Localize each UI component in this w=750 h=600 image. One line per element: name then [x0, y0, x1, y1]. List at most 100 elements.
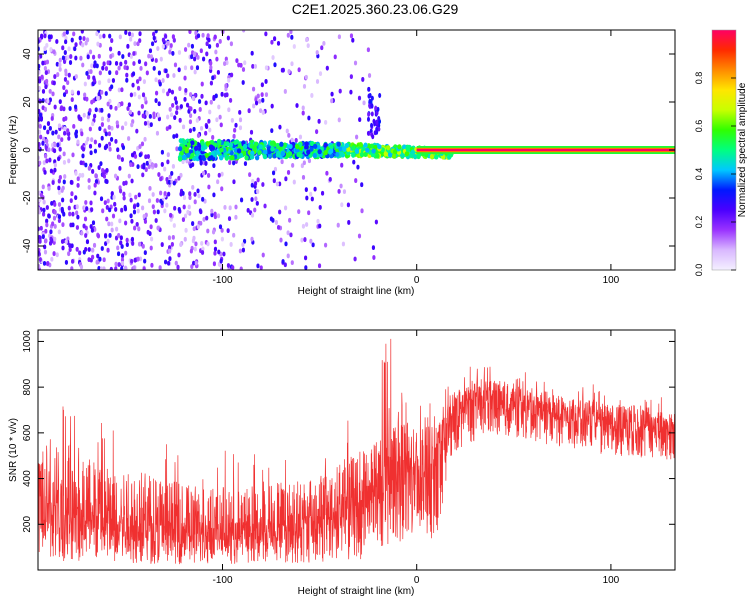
spectrogram-cell	[122, 181, 126, 186]
spectrogram-cell	[143, 120, 148, 126]
spectrogram-cell	[201, 196, 205, 202]
spectrogram-cell	[256, 189, 260, 194]
spectrogram-cell	[261, 97, 265, 103]
spectrogram-cell	[366, 130, 370, 136]
spectrogram-cell	[161, 37, 166, 43]
spectrogram-cell	[89, 150, 93, 156]
spectrogram-cell	[38, 160, 42, 166]
spectrogram-cell	[181, 217, 186, 223]
spectrogram-cell	[323, 142, 328, 148]
spectrogram-cell	[52, 251, 56, 256]
spectrogram-cell	[70, 97, 74, 103]
spectrogram-cell	[258, 108, 263, 114]
spectrogram-cell	[156, 209, 160, 215]
spectrogram-cell	[64, 260, 69, 265]
spectrogram-cell	[283, 205, 288, 211]
spectrogram-cell	[179, 191, 183, 197]
spectrogram-cell	[85, 70, 89, 76]
spectrogram-cell	[135, 79, 140, 84]
spectrogram-cell	[258, 144, 263, 150]
spectrogram-xlabel: Height of straight line (km)	[298, 286, 415, 297]
spectrogram-cell	[113, 201, 117, 207]
spectrogram-cell	[142, 162, 146, 168]
spectrogram-cell	[109, 137, 114, 142]
spectrogram-cell	[138, 256, 143, 262]
spectrogram-cell	[278, 124, 282, 130]
spectrogram-cell	[300, 163, 304, 169]
spectrogram-cell	[207, 173, 211, 178]
spectrogram-cell	[38, 108, 41, 114]
spectrogram-cell	[90, 207, 94, 213]
spectrogram-cell	[44, 238, 48, 244]
spectrogram-cell	[117, 87, 121, 93]
spectrogram-cell	[107, 78, 111, 84]
spectrogram-cell	[201, 155, 206, 161]
spectrogram-cell	[315, 50, 319, 55]
spectrogram-cell	[126, 106, 130, 111]
spectrogram-cell	[336, 222, 340, 228]
spectrogram-cell	[70, 266, 74, 270]
spectrogram-cell	[189, 248, 193, 254]
spectrogram-cell	[160, 149, 165, 155]
spectrogram-cell	[174, 260, 178, 266]
spectrogram-cell	[109, 46, 113, 52]
spectrogram-cell	[347, 220, 351, 225]
spectrogram-cell	[107, 113, 111, 118]
spectrogram-cell	[181, 159, 185, 165]
spectrogram-cell	[263, 203, 267, 209]
spectrogram-cell	[309, 140, 315, 147]
spectrogram-cell	[88, 126, 92, 132]
spectrogram-cell	[275, 142, 280, 149]
spectrogram-cell	[226, 263, 231, 268]
spectrogram-cell	[38, 123, 42, 129]
spectrogram-cell	[106, 247, 110, 253]
spectrogram-cell	[273, 166, 278, 172]
spectrogram-cell	[177, 156, 183, 162]
spectrogram-cell	[177, 207, 181, 212]
spectrogram-cell	[68, 106, 72, 111]
spectrogram-cell	[154, 98, 158, 103]
spectrogram-cell	[119, 235, 123, 241]
spectrogram-cell	[107, 125, 111, 130]
spectrogram-cell	[58, 66, 62, 72]
spectrogram-cell	[375, 153, 380, 159]
spectrogram-cell	[40, 74, 44, 80]
spectrogram-cell	[283, 262, 287, 268]
spectrogram-cell	[47, 147, 51, 153]
spectrogram-cell	[105, 205, 109, 210]
spectrogram-cell	[155, 130, 160, 136]
spectrogram-cell	[93, 148, 98, 154]
spectrogram-cell	[279, 141, 284, 147]
spectrogram-cell	[194, 260, 198, 266]
spectrogram-cell	[210, 212, 214, 218]
snr-ticks: -100 0 100 200 400 600 800 1000	[22, 330, 675, 586]
spectrogram-cell	[181, 124, 186, 130]
spectrogram-cell	[114, 60, 119, 66]
spectrogram-cell	[209, 65, 213, 70]
spectrogram-cell	[261, 182, 265, 187]
spectrogram-cell	[55, 39, 59, 44]
spectrogram-cell	[95, 31, 99, 37]
spectrogram-cell	[354, 178, 358, 183]
spectrogram-cell	[134, 194, 138, 200]
spectrogram-cell	[206, 33, 210, 39]
spectrogram-cell	[110, 125, 114, 131]
spectrogram-cell	[106, 60, 110, 66]
spectrogram-cell	[121, 54, 125, 59]
spectrogram-cell	[183, 236, 187, 242]
spectrogram-cell	[230, 155, 235, 161]
spectrogram-cell	[77, 114, 81, 120]
spectrogram-cell	[61, 245, 65, 251]
spectrogram-cell	[227, 107, 231, 113]
spectrogram-cell	[190, 54, 194, 60]
spectrogram-cell	[64, 89, 69, 95]
spectrogram-cell	[368, 103, 372, 109]
spectrogram-cell	[206, 228, 210, 234]
spectrogram-cell	[103, 200, 107, 206]
spectrogram-cell	[259, 265, 263, 270]
spectrogram-cell	[107, 221, 111, 227]
spectrogram-cell	[95, 63, 99, 69]
spectrogram-cell	[171, 164, 176, 169]
spectrogram-cell	[270, 39, 274, 45]
spectrogram-cell	[179, 172, 183, 178]
